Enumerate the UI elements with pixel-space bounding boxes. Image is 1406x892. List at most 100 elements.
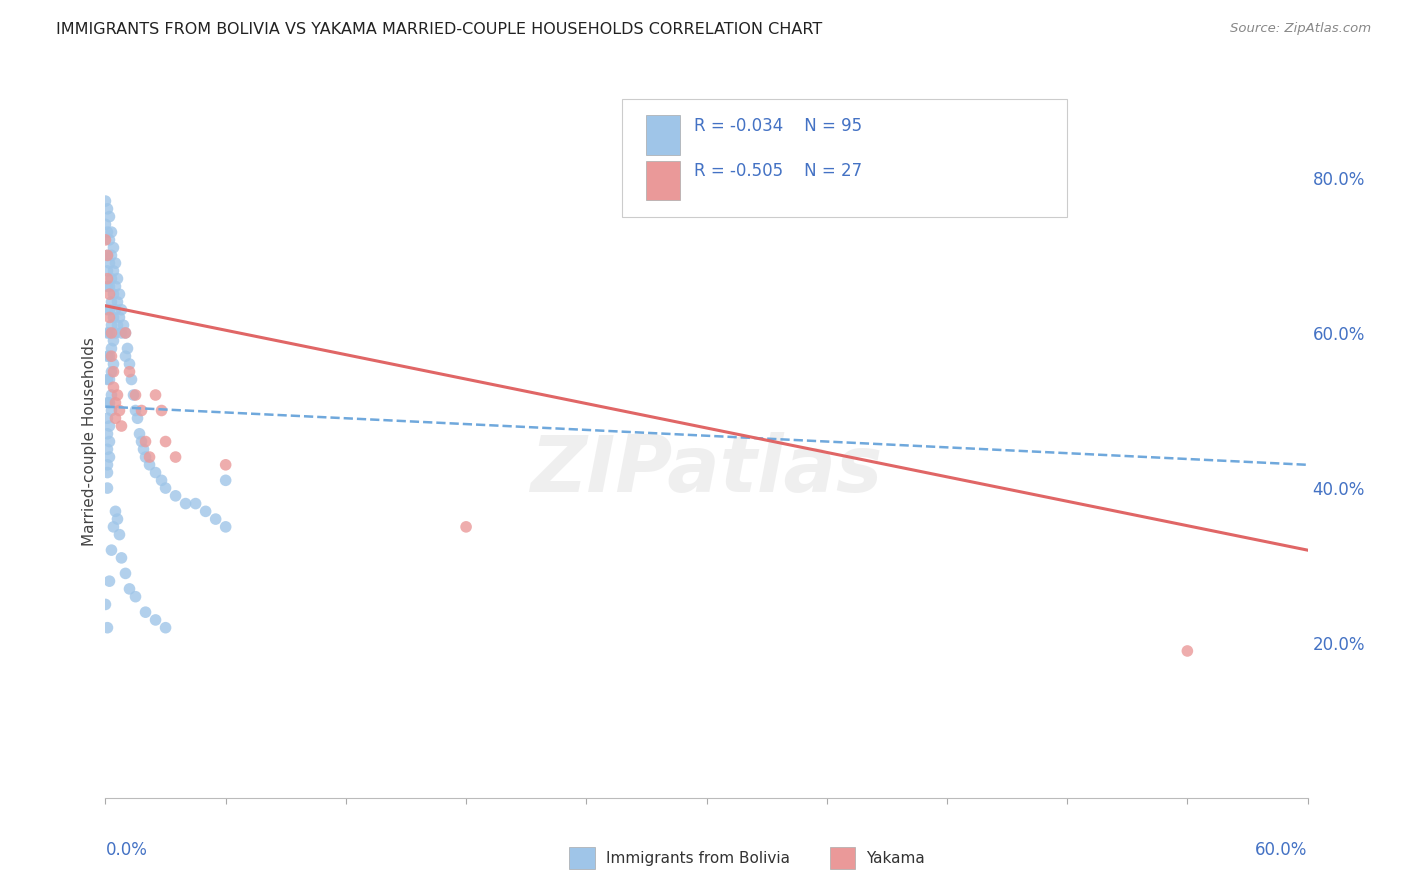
Point — [150, 403, 173, 417]
Point — [114, 566, 136, 581]
Point — [103, 241, 125, 255]
Point — [135, 605, 157, 619]
Point — [121, 372, 143, 386]
Point — [96, 248, 118, 262]
Point — [124, 403, 146, 417]
Point — [132, 442, 155, 457]
Point — [100, 318, 122, 333]
Point — [98, 419, 121, 434]
Point — [107, 388, 129, 402]
Point — [124, 388, 146, 402]
Point — [184, 497, 207, 511]
Point — [454, 520, 477, 534]
Point — [145, 388, 167, 402]
Point — [124, 590, 146, 604]
Point — [98, 210, 121, 224]
Point — [110, 419, 132, 434]
Point — [96, 225, 118, 239]
Text: 60.0%: 60.0% — [1256, 841, 1308, 859]
Point — [117, 342, 139, 356]
Point — [104, 256, 127, 270]
Point — [96, 481, 118, 495]
Point — [165, 489, 187, 503]
Point — [103, 310, 125, 325]
Point — [96, 326, 118, 340]
Point — [98, 396, 121, 410]
Point — [108, 403, 131, 417]
Text: Immigrants from Bolivia: Immigrants from Bolivia — [606, 851, 790, 865]
Text: R = -0.034    N = 95: R = -0.034 N = 95 — [695, 117, 863, 135]
Point — [108, 310, 131, 325]
Point — [131, 403, 153, 417]
FancyBboxPatch shape — [647, 161, 681, 201]
Point — [98, 310, 121, 325]
Point — [96, 271, 118, 285]
Point — [98, 450, 121, 464]
Point — [110, 550, 132, 565]
Point — [214, 458, 236, 472]
FancyBboxPatch shape — [830, 847, 855, 869]
Point — [174, 497, 197, 511]
Point — [107, 271, 129, 285]
Point — [98, 287, 121, 301]
Point — [94, 233, 117, 247]
Point — [110, 302, 132, 317]
Point — [155, 434, 177, 449]
Point — [100, 543, 122, 558]
Point — [96, 426, 118, 441]
Point — [145, 613, 167, 627]
Point — [114, 349, 136, 363]
Point — [135, 450, 157, 464]
Point — [103, 287, 125, 301]
Point — [100, 225, 122, 239]
Point — [107, 512, 129, 526]
Point — [118, 582, 141, 596]
Point — [104, 411, 127, 425]
Point — [1177, 644, 1199, 658]
Point — [100, 271, 122, 285]
FancyBboxPatch shape — [569, 847, 595, 869]
Point — [103, 380, 125, 394]
Point — [103, 264, 125, 278]
Point — [96, 466, 118, 480]
Point — [98, 256, 121, 270]
Point — [138, 458, 160, 472]
Point — [94, 218, 117, 232]
Point — [96, 458, 118, 472]
Point — [114, 326, 136, 340]
Y-axis label: Married-couple Households: Married-couple Households — [82, 337, 97, 546]
Point — [100, 365, 122, 379]
Point — [104, 279, 127, 293]
Point — [165, 450, 187, 464]
Point — [145, 466, 167, 480]
Point — [114, 326, 136, 340]
Point — [214, 520, 236, 534]
Text: IMMIGRANTS FROM BOLIVIA VS YAKAMA MARRIED-COUPLE HOUSEHOLDS CORRELATION CHART: IMMIGRANTS FROM BOLIVIA VS YAKAMA MARRIE… — [56, 22, 823, 37]
Point — [103, 334, 125, 348]
Point — [96, 279, 118, 293]
Point — [96, 411, 118, 425]
Point — [100, 294, 122, 309]
Point — [108, 287, 131, 301]
Point — [100, 403, 122, 417]
Point — [98, 233, 121, 247]
Point — [107, 318, 129, 333]
Point — [98, 349, 121, 363]
Point — [118, 357, 141, 371]
Point — [103, 365, 125, 379]
Point — [100, 326, 122, 340]
Point — [96, 621, 118, 635]
Point — [128, 426, 150, 441]
Point — [98, 574, 121, 589]
FancyBboxPatch shape — [623, 99, 1067, 217]
Point — [150, 473, 173, 487]
Point — [100, 349, 122, 363]
Point — [100, 388, 122, 402]
Point — [96, 396, 118, 410]
Point — [104, 396, 127, 410]
Point — [96, 442, 118, 457]
Point — [103, 357, 125, 371]
Point — [155, 481, 177, 495]
Point — [94, 194, 117, 208]
Point — [155, 621, 177, 635]
